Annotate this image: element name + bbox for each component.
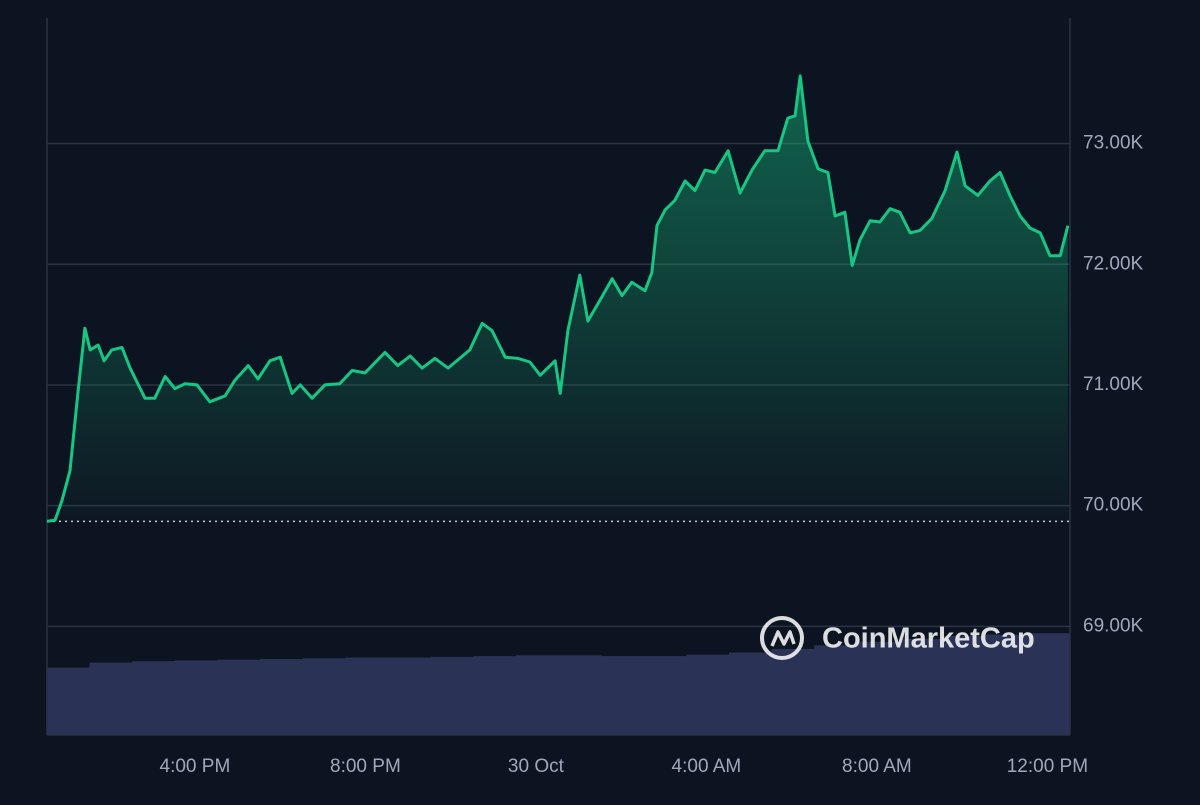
volume-bar — [174, 660, 218, 735]
volume-bar — [132, 661, 176, 735]
y-tick-label: 71.00K — [1083, 374, 1144, 395]
x-tick-label: 4:00 AM — [672, 756, 742, 777]
volume-bar — [856, 641, 900, 735]
area — [47, 75, 1068, 522]
volume-bar — [729, 652, 773, 735]
price-line — [46, 74, 1070, 523]
volume-bar — [984, 634, 1028, 735]
y-tick-label: 70.00K — [1083, 495, 1144, 516]
volume-bar — [643, 656, 687, 735]
x-tick-label: 8:00 AM — [842, 756, 912, 777]
volume-bar — [345, 657, 389, 735]
volume-bar — [473, 656, 517, 735]
volume-bar — [430, 656, 474, 735]
volume-bar — [302, 658, 346, 735]
volume-bar — [686, 654, 730, 735]
volume-bar — [260, 658, 304, 735]
volume-bar — [558, 655, 602, 735]
volume-bar — [89, 662, 133, 735]
volume-bar — [1027, 633, 1071, 735]
plot: 69.00K 70.00K 71.00K 72.00K 73.00K 4:00 PM 8:0… — [46, 18, 1144, 777]
volume-bar — [515, 655, 559, 735]
watermark: CoinMarketCap — [760, 616, 1035, 660]
x-tick-label: 12:00 PM — [1007, 756, 1088, 777]
y-tick-label: 73.00K — [1083, 133, 1144, 154]
x-tick-label: 4:00 PM — [160, 756, 231, 777]
y-tick-label: 72.00K — [1083, 253, 1144, 274]
volume-bar — [601, 656, 645, 735]
volume-bar — [899, 638, 943, 735]
volume-bar — [771, 648, 815, 735]
logo — [760, 616, 804, 660]
y-tick-label: 69.00K — [1083, 615, 1144, 636]
volume-bar — [942, 636, 986, 735]
volume-bar — [388, 657, 432, 735]
watermark-text: CoinMarketCap — [822, 623, 1035, 655]
x-tick-label: 30 Oct — [508, 756, 565, 777]
logo-mark — [770, 630, 796, 647]
volume-bar — [47, 667, 91, 735]
volume-bar — [217, 659, 261, 735]
x-tick-label: 8:00 PM — [330, 756, 401, 777]
volume-bar — [814, 645, 858, 735]
